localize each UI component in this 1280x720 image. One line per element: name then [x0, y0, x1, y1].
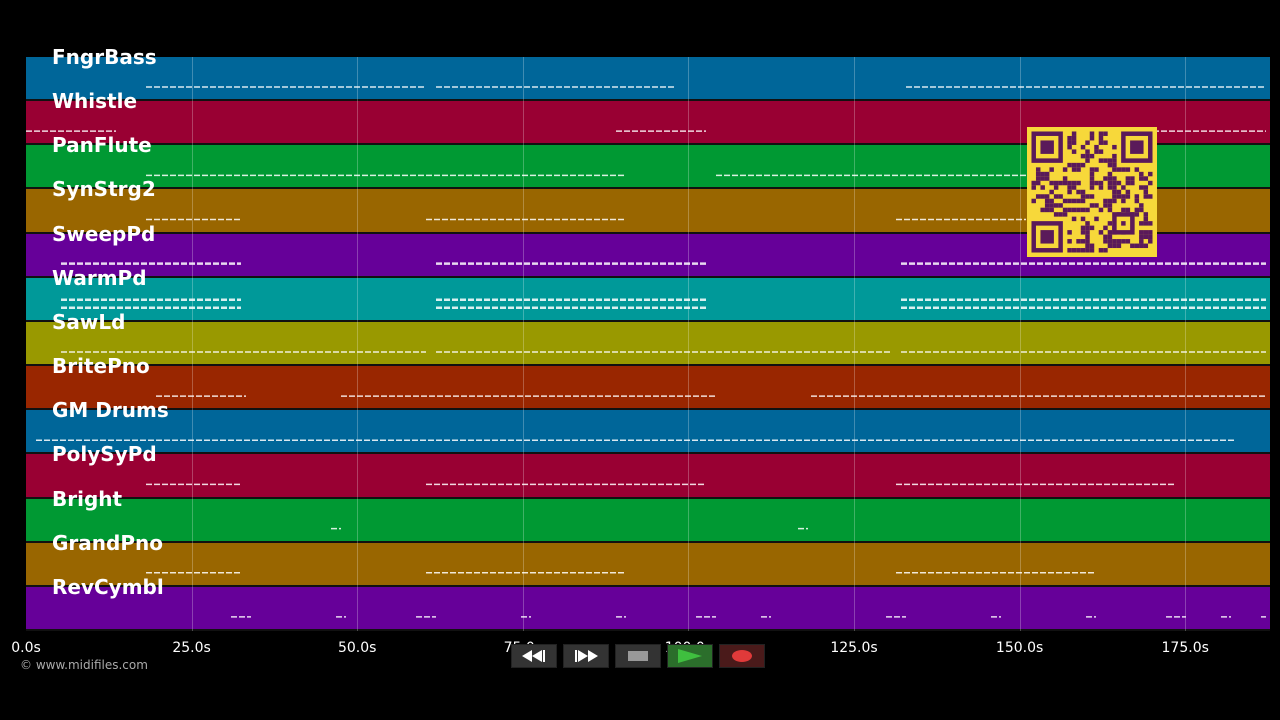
record-button[interactable] — [719, 644, 765, 668]
axis-tick-label: 125.0s — [830, 640, 878, 656]
fast-forward-button[interactable] — [563, 644, 609, 668]
track-lane — [26, 366, 1270, 411]
record-icon — [732, 650, 752, 662]
axis-tick-label: 50.0s — [337, 640, 377, 656]
rewind-button[interactable] — [511, 644, 557, 668]
transport-controls — [511, 644, 765, 668]
rewind-icon — [522, 650, 545, 662]
axis-tick-label: 175.0s — [1161, 640, 1209, 656]
note-overlay — [26, 86, 1266, 618]
track-lane — [26, 454, 1270, 499]
stop-icon — [628, 651, 648, 661]
track-lane — [26, 321, 1270, 367]
track-lane — [26, 498, 1270, 543]
play-button[interactable] — [667, 644, 713, 668]
axis-tick-label: 25.0s — [172, 640, 211, 656]
track-lane — [26, 586, 1270, 631]
stop-button[interactable] — [615, 644, 661, 668]
track-lane — [26, 542, 1270, 587]
track-lane — [26, 57, 1270, 102]
play-icon — [678, 649, 702, 663]
track-lane — [26, 410, 1270, 455]
qr-code-icon — [1027, 127, 1157, 257]
axis-tick-label: 150.0s — [995, 640, 1044, 656]
fast-forward-icon — [575, 650, 598, 662]
axis-tick-label: 0.0s — [11, 640, 41, 656]
copyright-text: © www.midifiles.com — [20, 658, 148, 672]
